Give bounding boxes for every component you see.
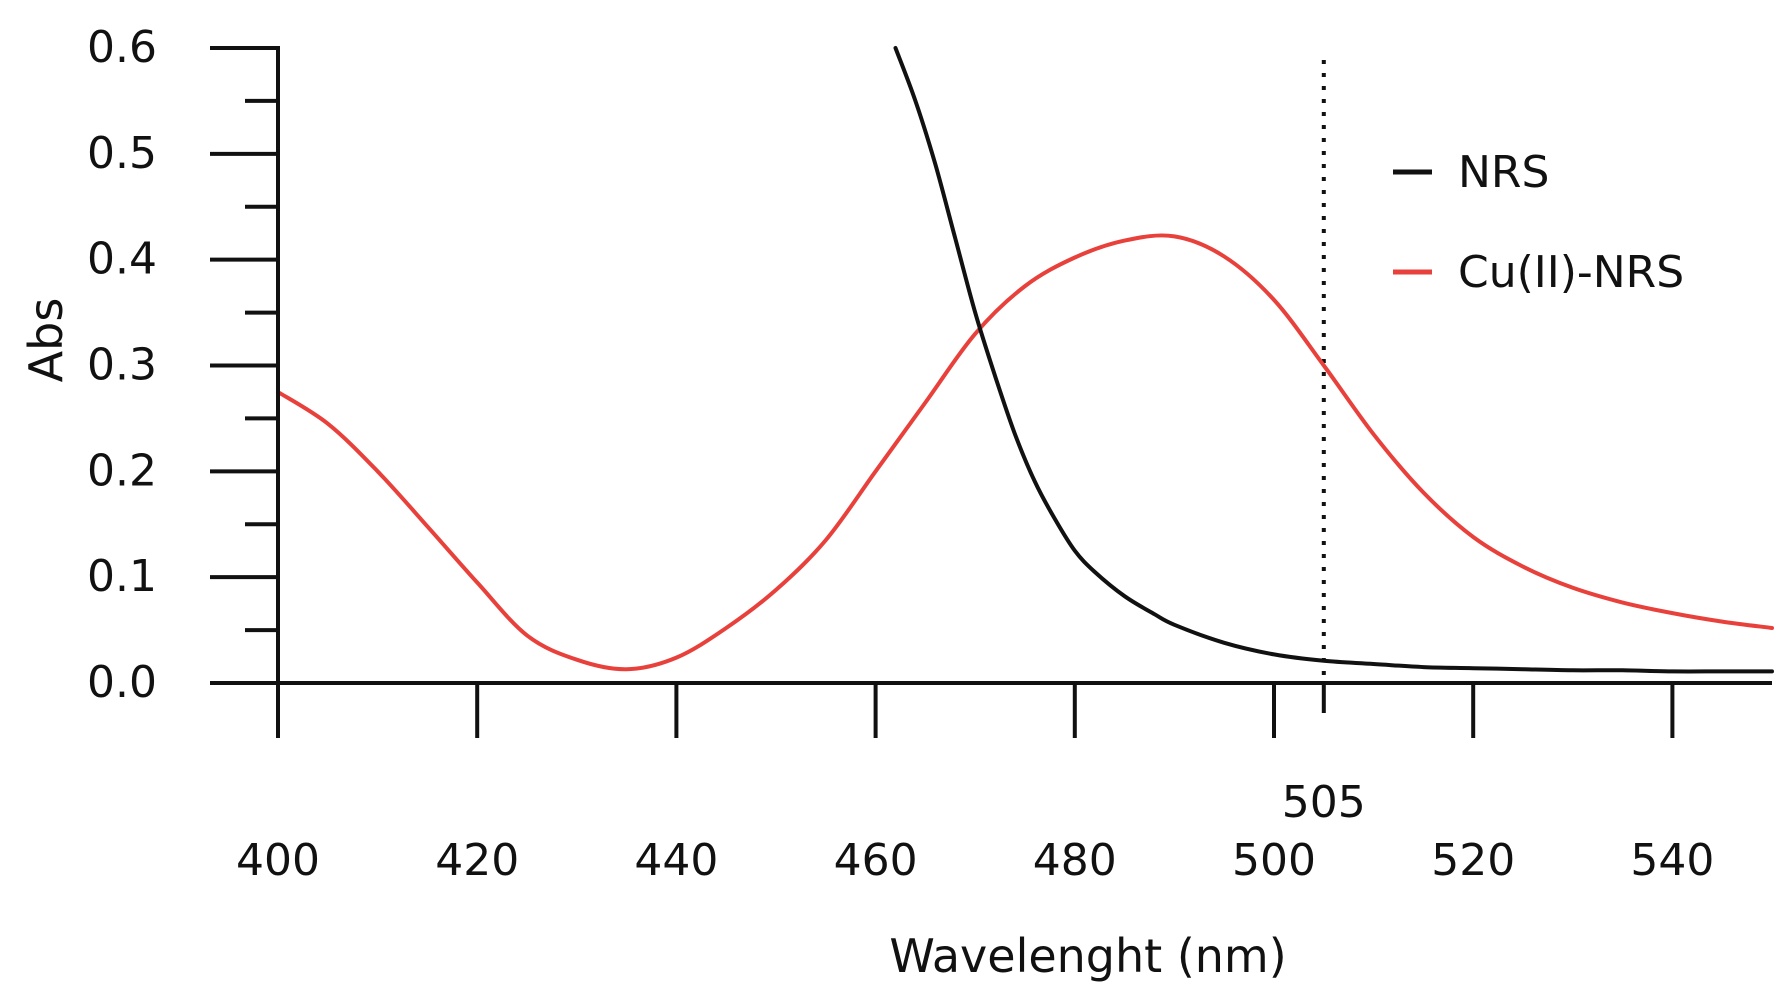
annotation-label: 505 xyxy=(1282,777,1366,828)
y-tick-label: 0.5 xyxy=(87,128,157,179)
series-line-nrs xyxy=(893,46,1774,674)
y-tick-label: 0.1 xyxy=(87,551,157,602)
y-tick-label: 0.3 xyxy=(87,340,157,391)
x-tick-label: 500 xyxy=(1232,835,1316,886)
x-tick-label: 420 xyxy=(435,835,519,886)
y-tick-label: 0.6 xyxy=(87,22,157,73)
legend-label-cu-ii-nrs: Cu(II)-NRS xyxy=(1458,247,1684,298)
y-tick-label: 0.0 xyxy=(87,657,157,708)
axes-layer xyxy=(210,46,1772,738)
x-axis-title: Wavelenght (nm) xyxy=(889,929,1286,983)
legend-label-nrs: NRS xyxy=(1458,147,1549,198)
x-tick-label: 480 xyxy=(1033,835,1117,886)
x-tick-label: 400 xyxy=(236,835,320,886)
x-tick-label: 520 xyxy=(1431,835,1515,886)
y-axis-title: Abs xyxy=(19,298,73,383)
y-tick-label: 0.4 xyxy=(87,234,157,285)
y-tick-label: 0.2 xyxy=(87,445,157,496)
legend: NRS Cu(II)-NRS xyxy=(1393,147,1684,298)
annotation-layer: 505 xyxy=(1282,60,1366,828)
series-layer xyxy=(276,46,1774,674)
x-tick-label: 540 xyxy=(1630,835,1714,886)
x-tick-label: 460 xyxy=(834,835,918,886)
series-line-cu-ii-nrs xyxy=(276,233,1774,672)
tick-label-layer: 0.0 0.1 0.2 0.3 0.4 0.5 0.6 400 420 440 460 480 500 5… xyxy=(19,22,1714,983)
x-tick-label: 440 xyxy=(634,835,718,886)
